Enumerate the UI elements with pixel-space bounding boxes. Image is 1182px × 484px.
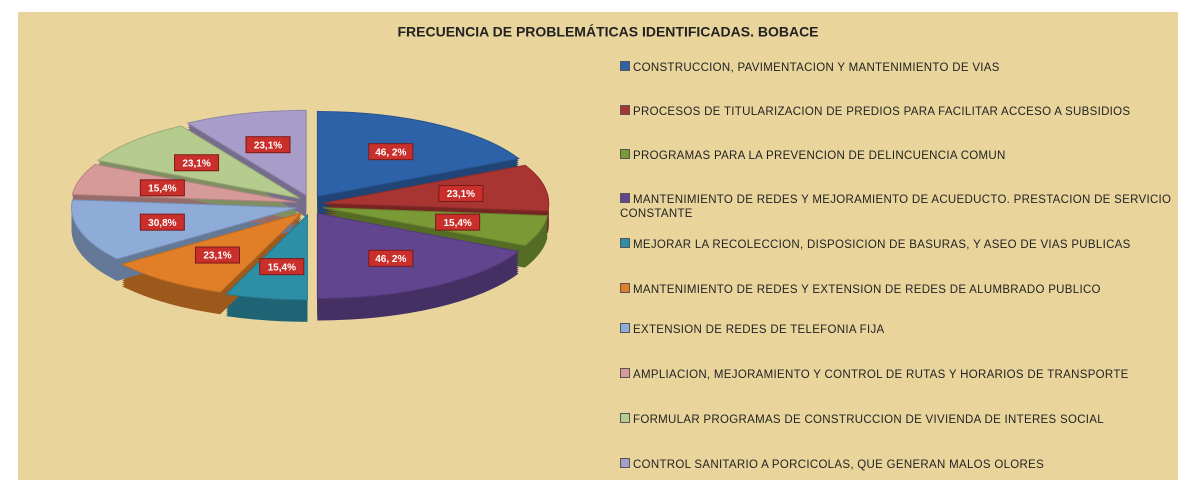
- data-label: 23,1%: [254, 140, 282, 151]
- data-label: 46, 2%: [375, 254, 406, 265]
- data-label: 30,8%: [148, 218, 176, 229]
- legend-label: MEJORAR LA RECOLECCION, DISPOSICION DE B…: [633, 239, 1131, 251]
- legend-entry: MEJORAR LA RECOLECCION, DISPOSICION DE B…: [620, 238, 1175, 252]
- legend-label: MANTENIMIENTO DE REDES Y EXTENSION DE RE…: [633, 284, 1101, 296]
- legend-entry: PROCESOS DE TITULARIZACION DE PREDIOS PA…: [620, 105, 1175, 119]
- legend-entry: FORMULAR PROGRAMAS DE CONSTRUCCION DE VI…: [620, 413, 1175, 427]
- legend-swatch: [620, 238, 630, 248]
- legend-swatch: [620, 193, 630, 203]
- label-box: [259, 258, 305, 276]
- legend-swatch: [620, 458, 630, 468]
- label-box: [438, 184, 484, 202]
- legend-swatch: [620, 149, 630, 159]
- slice: [225, 213, 308, 301]
- legend-swatch: [620, 61, 630, 71]
- label-box: [194, 246, 240, 264]
- label-box: [139, 179, 185, 197]
- data-label: 23,1%: [447, 189, 475, 200]
- legend-swatch: [620, 105, 630, 115]
- data-label: 23,1%: [203, 251, 231, 262]
- label-box: [368, 249, 414, 267]
- legend-entry: MANTENIMIENTO DE REDES Y EXTENSION DE RE…: [620, 283, 1175, 297]
- legend-label: MANTENIMIENTO DE REDES Y MEJORAMIENTO DE…: [620, 194, 1172, 220]
- legend-entry: EXTENSION DE REDES DE TELEFONIA FIJA: [620, 323, 1175, 337]
- legend-swatch: [620, 413, 630, 423]
- data-label: 15,4%: [268, 262, 296, 273]
- legend-entry: CONTROL SANITARIO A PORCICOLAS, QUE GENE…: [620, 458, 1175, 472]
- data-label: 15,4%: [443, 218, 471, 229]
- legend-entry: PROGRAMAS PARA LA PREVENCION DE DELINCUE…: [620, 149, 1175, 163]
- legend-entry: AMPLIACION, MEJORAMIENTO Y CONTROL DE RU…: [620, 368, 1175, 382]
- legend-label: AMPLIACION, MEJORAMIENTO Y CONTROL DE RU…: [633, 369, 1129, 381]
- legend-label: PROCESOS DE TITULARIZACION DE PREDIOS PA…: [633, 106, 1131, 118]
- legend-swatch: [620, 283, 630, 293]
- label-box: [245, 136, 291, 154]
- label-box: [139, 213, 185, 231]
- label-box: [435, 213, 481, 231]
- label-box: [368, 143, 414, 161]
- slice: [316, 212, 520, 300]
- label-box: [174, 154, 220, 172]
- chart-title: FRECUENCIA DE PROBLEMÁTICAS IDENTIFICADA…: [397, 24, 818, 40]
- legend-swatch: [620, 323, 630, 333]
- legend-swatch: [620, 368, 630, 378]
- data-label: 46, 2%: [375, 147, 406, 158]
- legend-entry: CONSTRUCCION, PAVIMENTACION Y MANTENIMIE…: [620, 61, 1175, 75]
- slice: [316, 110, 520, 198]
- legend-label: EXTENSION DE REDES DE TELEFONIA FIJA: [633, 324, 885, 336]
- legend-entry: MANTENIMIENTO DE REDES Y MEJORAMIENTO DE…: [620, 193, 1175, 221]
- legend-label: CONTROL SANITARIO A PORCICOLAS, QUE GENE…: [633, 459, 1045, 471]
- legend-label: CONSTRUCCION, PAVIMENTACION Y MANTENIMIE…: [633, 62, 1000, 74]
- slice: [323, 164, 550, 212]
- legend-label: FORMULAR PROGRAMAS DE CONSTRUCCION DE VI…: [633, 414, 1104, 426]
- data-label: 23,1%: [182, 158, 210, 169]
- data-label: 15,4%: [148, 183, 176, 194]
- legend-label: PROGRAMAS PARA LA PREVENCION DE DELINCUE…: [633, 150, 1006, 162]
